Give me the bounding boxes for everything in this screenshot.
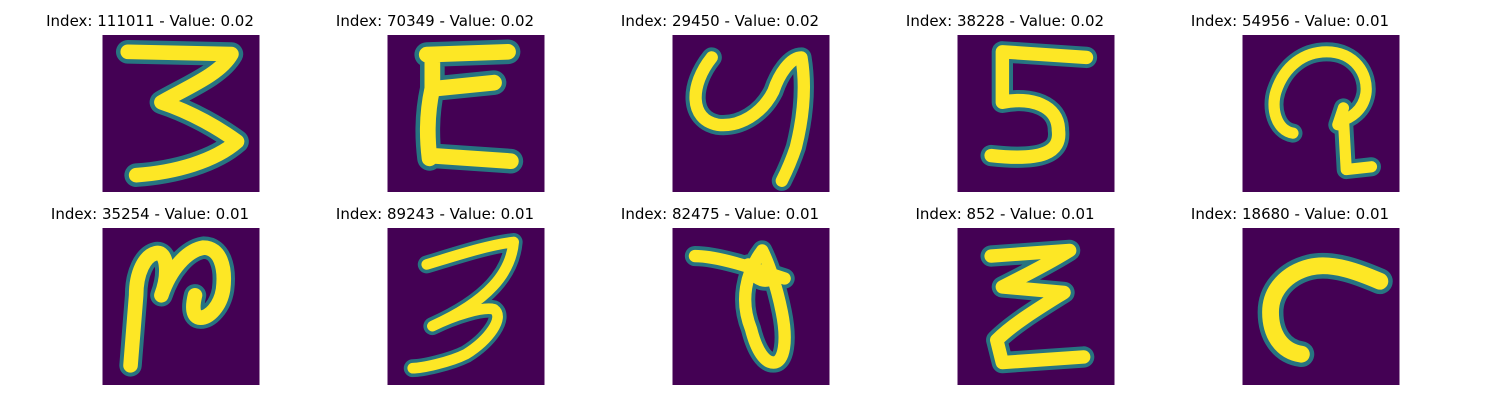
digit-image (672, 35, 830, 192)
digit-image (1242, 228, 1400, 385)
panel-cell-8: Index: 82475 - Value: 0.01 (570, 193, 870, 386)
panel-cell-7: Index: 89243 - Value: 0.01 (285, 193, 585, 386)
digit-image (672, 228, 830, 385)
panel-title: Index: 38228 - Value: 0.02 (905, 12, 1105, 30)
digit-image (957, 35, 1115, 192)
panel-title: Index: 89243 - Value: 0.01 (335, 205, 535, 223)
digit-image (387, 35, 545, 192)
panel-cell-1: Index: 111011 - Value: 0.02 (0, 0, 300, 193)
panel-title: Index: 111011 - Value: 0.02 (46, 12, 254, 30)
panel-title: Index: 54956 - Value: 0.01 (1190, 12, 1390, 30)
panel-title: Index: 29450 - Value: 0.02 (620, 12, 820, 30)
panel-cell-4: Index: 38228 - Value: 0.02 (855, 0, 1155, 193)
panel-cell-2: Index: 70349 - Value: 0.02 (285, 0, 585, 193)
panel-title: Index: 82475 - Value: 0.01 (620, 205, 820, 223)
digit-image (102, 35, 260, 192)
digit-image (1242, 35, 1400, 192)
digit-image (387, 228, 545, 385)
panel-cell-9: Index: 852 - Value: 0.01 (855, 193, 1155, 386)
panel-cell-6: Index: 35254 - Value: 0.01 (0, 193, 300, 386)
panel-cell-5: Index: 54956 - Value: 0.01 (1140, 0, 1440, 193)
digit-image (957, 228, 1115, 385)
panel-cell-10: Index: 18680 - Value: 0.01 (1140, 193, 1440, 386)
panel-title: Index: 18680 - Value: 0.01 (1190, 205, 1390, 223)
panel-title: Index: 70349 - Value: 0.02 (335, 12, 535, 30)
panel-title: Index: 35254 - Value: 0.01 (50, 205, 250, 223)
panel-title: Index: 852 - Value: 0.01 (915, 205, 1095, 223)
panel-cell-3: Index: 29450 - Value: 0.02 (570, 0, 870, 193)
digit-image (102, 228, 260, 385)
